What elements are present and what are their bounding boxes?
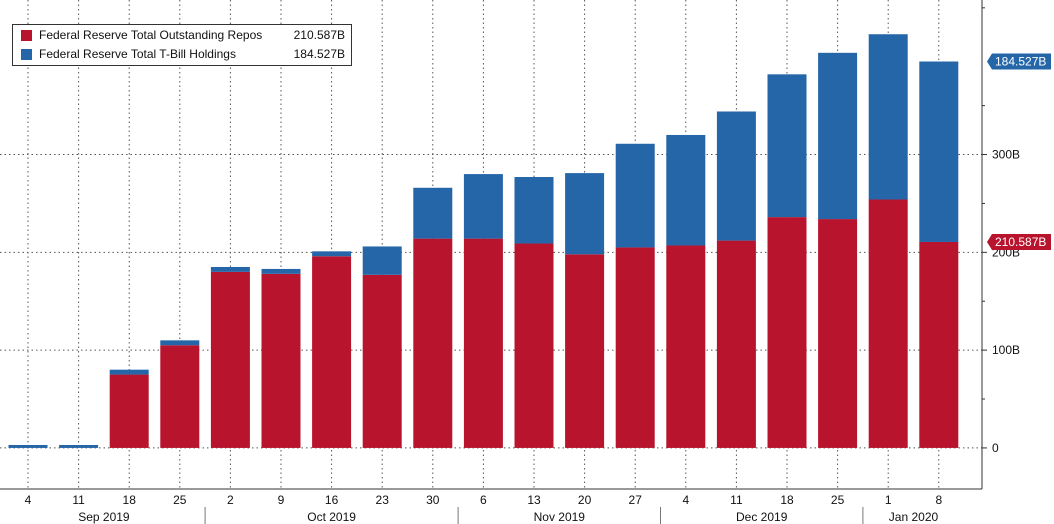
x-tick-label: 16 — [325, 493, 339, 507]
x-tick-label: 25 — [173, 493, 187, 507]
bar-repos — [362, 274, 402, 448]
value-tag-label-tbills: 184.527B — [995, 55, 1046, 69]
bar-repos — [160, 345, 200, 448]
y-tick-label: 100B — [992, 343, 1020, 357]
legend-swatch-repos — [21, 30, 32, 41]
bar-tbills — [868, 34, 908, 200]
bar-repos — [565, 254, 605, 448]
x-tick-label: 23 — [376, 493, 390, 507]
bar-repos — [919, 241, 959, 448]
x-tick-label: 4 — [25, 493, 32, 507]
bars — [8, 34, 959, 448]
bar-repos — [868, 199, 908, 448]
x-tick-label: 27 — [629, 493, 643, 507]
bar-repos — [312, 256, 352, 448]
x-tick-label: 1 — [885, 493, 892, 507]
bar-tbills — [767, 74, 807, 218]
value-tag-repos — [987, 233, 1051, 250]
bar-tbills — [8, 444, 48, 448]
bar-tbills — [210, 266, 250, 272]
x-tick-label: 30 — [426, 493, 440, 507]
x-tick-label: 13 — [527, 493, 541, 507]
x-tick-label: 18 — [780, 493, 794, 507]
legend-entry-repos: Federal Reserve Total Outstanding Repos … — [13, 28, 351, 44]
bar-tbills — [818, 52, 858, 220]
bar-repos — [666, 245, 706, 448]
x-tick-label: 8 — [935, 493, 942, 507]
x-tick-label: 9 — [278, 493, 285, 507]
bar-tbills — [312, 251, 352, 257]
bar-repos — [514, 243, 554, 448]
y-tick-label: 0 — [992, 441, 999, 455]
bar-tbills — [463, 174, 503, 239]
x-tick-label: 6 — [480, 493, 487, 507]
x-tick-label: 4 — [682, 493, 689, 507]
x-tick-label: 2 — [227, 493, 234, 507]
value-tag-label-repos: 210.587B — [995, 235, 1046, 249]
bar-repos — [615, 247, 655, 448]
month-label: Sep 2019 — [78, 510, 130, 524]
bar-tbills — [565, 173, 605, 255]
bar-tbills — [666, 134, 706, 246]
x-tick-label: 25 — [831, 493, 845, 507]
bar-tbills — [59, 444, 99, 448]
legend-entry-tbills: Federal Reserve Total T-Bill Holdings 18… — [13, 47, 351, 63]
legend-swatch-tbills — [21, 49, 32, 60]
bar-repos — [210, 271, 250, 448]
month-label: Dec 2019 — [736, 510, 788, 524]
x-tick-label: 18 — [123, 493, 137, 507]
bar-repos — [818, 219, 858, 448]
legend-label-tbills: Federal Reserve Total T-Bill Holdings — [39, 47, 236, 61]
value-tag-tbills — [987, 53, 1051, 70]
bar-repos — [109, 374, 149, 448]
bar-tbills — [514, 177, 554, 244]
y-tick-label: 300B — [992, 148, 1020, 162]
bar-tbills — [919, 61, 959, 242]
legend-value-repos: 210.587B — [293, 28, 345, 42]
legend: Federal Reserve Total Outstanding Repos … — [12, 24, 352, 66]
bar-tbills — [413, 187, 453, 239]
bar-repos — [463, 238, 503, 448]
month-label: Oct 2019 — [307, 510, 356, 524]
bar-tbills — [716, 111, 756, 241]
x-tick-label: 20 — [578, 493, 592, 507]
bar-tbills — [261, 268, 301, 274]
bar-tbills — [362, 246, 402, 275]
x-tick-label: 11 — [72, 493, 85, 507]
x-tick-label: 11 — [730, 493, 743, 507]
bar-repos — [767, 217, 807, 448]
bar-repos — [261, 273, 301, 448]
month-label: Nov 2019 — [534, 510, 586, 524]
bar-tbills — [109, 369, 149, 375]
bar-repos — [413, 238, 453, 448]
bar-repos — [716, 240, 756, 448]
bar-tbills — [615, 143, 655, 248]
legend-value-tbills: 184.527B — [293, 47, 345, 61]
month-label: Jan 2020 — [889, 510, 939, 524]
legend-label-repos: Federal Reserve Total Outstanding Repos — [39, 28, 263, 42]
bar-tbills — [160, 340, 200, 346]
